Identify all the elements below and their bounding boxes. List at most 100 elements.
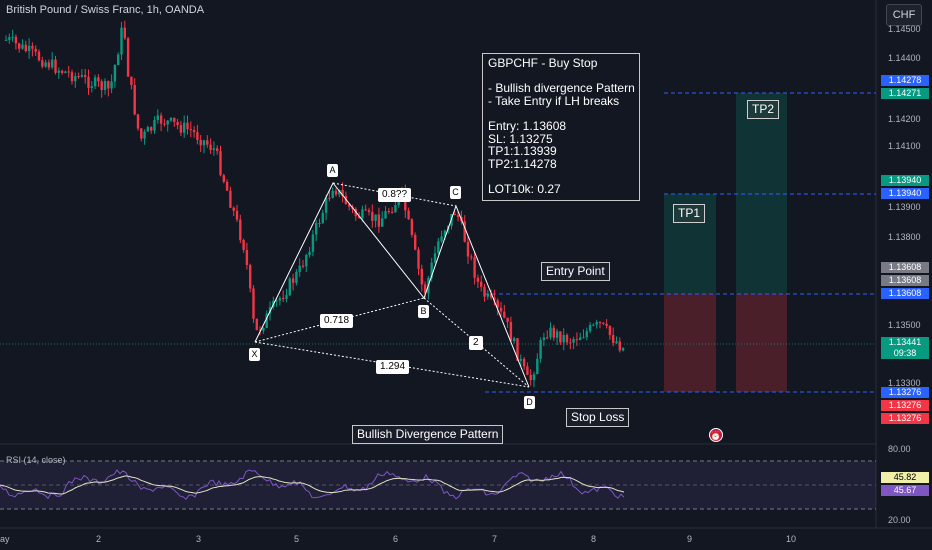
pattern-point-d[interactable]: D: [524, 396, 535, 409]
candle-body: [90, 86, 93, 88]
candle-body: [311, 234, 315, 252]
candle-body: [430, 262, 433, 279]
ac-ratio-label[interactable]: 0.8??: [378, 188, 412, 202]
time-tick: ay: [0, 534, 10, 544]
candle-body: [572, 339, 575, 343]
price-tick: 1.13300: [888, 378, 921, 388]
candle-body: [47, 62, 51, 68]
candle-body: [130, 76, 133, 86]
candle-body: [555, 331, 559, 338]
candle-body: [407, 210, 410, 220]
candle-body: [4, 39, 8, 41]
tp2-label[interactable]: TP2: [747, 100, 780, 119]
candle-body: [255, 318, 258, 330]
candle-body: [453, 214, 456, 216]
candle-body: [417, 249, 420, 269]
candle-body: [513, 338, 516, 342]
candle-body: [480, 281, 483, 287]
candle-body: [206, 140, 209, 145]
candle-body: [414, 235, 417, 250]
pattern-point-x[interactable]: X: [249, 348, 260, 361]
candle-body: [179, 125, 183, 133]
tp1-label[interactable]: TP1: [673, 204, 706, 223]
candle-body: [308, 251, 311, 255]
price-tick: 1.14500: [888, 24, 921, 34]
symbol-title[interactable]: British Pound / Swiss Franc, 1h, OANDA: [6, 4, 205, 16]
bd-ratio-label[interactable]: 2: [469, 336, 483, 350]
tp1-loss-zone: [664, 294, 716, 392]
candle-body: [476, 277, 480, 282]
tp2-price-badge: 1.14278: [881, 75, 929, 86]
candle-body: [110, 81, 113, 89]
candle-body: [176, 122, 179, 126]
time-tick: 5: [294, 534, 300, 544]
candle-body: [245, 249, 249, 265]
candle-body: [150, 127, 153, 131]
candle-body: [262, 328, 265, 331]
xb-dotted-line: [254, 297, 425, 343]
candle-body: [54, 59, 57, 73]
pattern-point-b[interactable]: B: [418, 305, 429, 318]
candle-body: [503, 311, 506, 318]
candle-body: [483, 286, 486, 297]
candle-body: [285, 295, 288, 299]
candle-body: [612, 335, 615, 343]
xb-ratio-label[interactable]: 0.718: [320, 314, 354, 328]
candle-body: [18, 43, 21, 49]
currency-button[interactable]: CHF: [886, 4, 922, 26]
candle-body: [377, 214, 381, 227]
candle-body: [288, 278, 291, 296]
trade-info-box[interactable]: GBPCHF - Buy Stop - Bullish divergence P…: [482, 53, 640, 201]
candle-body: [615, 341, 618, 343]
rsi-title[interactable]: RSI (14, close): [6, 455, 66, 465]
candle-body: [364, 209, 367, 211]
candle-body: [473, 257, 476, 278]
entry-price-badge: 1.13608: [881, 288, 929, 299]
candle-body: [526, 366, 529, 375]
stop-loss-label[interactable]: Stop Loss: [566, 408, 630, 427]
candle-body: [192, 130, 196, 133]
pattern-point-c[interactable]: C: [450, 186, 461, 199]
candle-body: [229, 190, 232, 208]
tp1-price-badge: 1.13940: [881, 188, 929, 199]
pattern-point-a[interactable]: A: [327, 164, 338, 177]
candle-body: [489, 293, 493, 298]
candle-body: [387, 211, 390, 213]
candle-body: [328, 197, 331, 199]
entry-price-badge: 1.13608: [881, 275, 929, 286]
candle-body: [301, 265, 305, 267]
candle-body: [126, 38, 130, 77]
candle-body: [202, 140, 206, 146]
candle-body: [189, 129, 192, 131]
sl-price-badge: 1.13276: [881, 387, 929, 398]
candle-body: [384, 211, 387, 219]
candle-body: [298, 265, 301, 272]
candle-body: [506, 317, 509, 322]
time-tick: 7: [492, 534, 498, 544]
candle-body: [37, 51, 41, 61]
candle-body: [433, 253, 437, 263]
candle-body: [608, 325, 612, 336]
price-tick: 1.14100: [888, 141, 921, 151]
candle-body: [41, 60, 44, 67]
candle-body: [536, 358, 539, 375]
candle-body: [348, 204, 351, 207]
candle-body: [8, 37, 11, 40]
candle-body: [209, 144, 212, 150]
entry-point-label[interactable]: Entry Point: [541, 262, 610, 281]
price-tick: 1.14200: [888, 114, 921, 124]
candle-body: [605, 323, 608, 326]
alert-clock-icon[interactable]: ⏰: [709, 428, 723, 442]
candle-body: [371, 212, 374, 221]
sl-price-badge: 1.13276: [881, 400, 929, 411]
candle-body: [258, 329, 262, 331]
pattern-name-label[interactable]: Bullish Divergence Pattern: [352, 425, 504, 444]
last-price-badge: 1.13441: [881, 337, 929, 348]
candle-body: [84, 75, 87, 77]
candle-body: [34, 48, 37, 52]
candle-body: [87, 76, 90, 88]
price-tick: 1.13800: [888, 232, 921, 242]
xd-ratio-label[interactable]: 1.294: [376, 360, 410, 374]
